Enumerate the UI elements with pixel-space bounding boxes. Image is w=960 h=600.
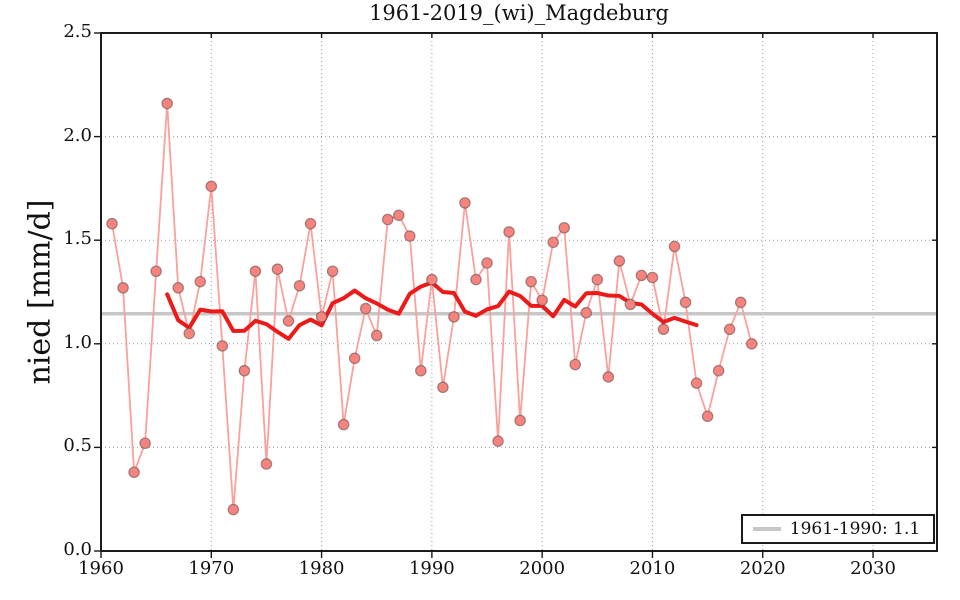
- data-point: [150, 265, 162, 278]
- data-point: [249, 265, 262, 278]
- x-tick-label: 2030: [850, 558, 896, 579]
- x-tick-label: 1960: [78, 558, 124, 579]
- data-point: [503, 226, 515, 238]
- x-tick-label: 2020: [739, 558, 786, 579]
- data-point: [525, 275, 537, 288]
- data-point: [183, 327, 196, 340]
- x-tick-label: 1980: [298, 558, 345, 579]
- data-point: [205, 180, 218, 193]
- data-point: [404, 230, 416, 242]
- data-point: [624, 298, 637, 311]
- data-point: [304, 217, 317, 230]
- data-point: [348, 352, 361, 365]
- data-point: [227, 503, 240, 516]
- data-point: [459, 197, 471, 209]
- data-point: [690, 377, 703, 389]
- data-point: [282, 315, 295, 327]
- data-point: [326, 265, 339, 278]
- data-point: [216, 340, 229, 352]
- data-point: [139, 437, 151, 450]
- data-point: [359, 302, 372, 315]
- data-point: [712, 364, 725, 377]
- data-point: [745, 337, 758, 350]
- x-tick-label: 1990: [408, 558, 455, 579]
- data-point: [481, 257, 493, 269]
- data-point: [668, 240, 681, 253]
- data-point: [679, 296, 692, 309]
- y-axis-label: nied [mm/d]: [22, 199, 58, 385]
- data-point: [128, 466, 140, 479]
- y-tick-label: 1.5: [63, 228, 92, 250]
- legend: 1961-1990: 1.1: [741, 514, 935, 544]
- legend-line-swatch: [753, 527, 781, 531]
- data-point: [238, 364, 251, 377]
- data-point: [161, 97, 173, 110]
- data-point: [492, 435, 504, 447]
- data-point: [657, 323, 670, 336]
- data-point: [415, 364, 427, 377]
- data-point: [470, 273, 482, 286]
- data-point: [547, 236, 559, 249]
- data-point: [580, 306, 593, 319]
- data-point: [734, 296, 747, 309]
- data-point: [591, 273, 604, 286]
- y-tick-label: 2.5: [63, 21, 92, 42]
- y-tick-label: 2.0: [63, 124, 92, 146]
- data-point: [646, 271, 659, 284]
- data-point: [381, 213, 394, 226]
- data-point: [426, 273, 438, 286]
- data-point: [569, 358, 582, 371]
- y-tick-label: 1.0: [63, 331, 92, 353]
- data-point: [194, 275, 207, 288]
- data-point: [701, 410, 714, 423]
- legend-label: 1961-1990: 1.1: [789, 519, 921, 539]
- data-point: [437, 381, 449, 394]
- data-point: [271, 263, 284, 276]
- data-point: [514, 414, 526, 427]
- data-point: [558, 221, 571, 234]
- plot-spines: [100, 32, 938, 552]
- y-tick-label: 0.0: [63, 539, 92, 560]
- data-point: [315, 311, 328, 323]
- x-tick-label: 2000: [519, 558, 566, 579]
- data-point: [392, 209, 405, 222]
- data-point: [448, 311, 460, 323]
- data-point: [613, 255, 626, 267]
- data-point: [602, 371, 615, 383]
- y-tick-label: 0.5: [63, 435, 92, 457]
- data-point: [106, 217, 118, 230]
- chart-title: 1961-2019_(wi)_Magdeburg: [369, 1, 669, 25]
- data-point: [117, 282, 129, 294]
- data-point: [635, 269, 648, 282]
- annual-line: [111, 102, 753, 511]
- data-point: [536, 294, 548, 307]
- data-point: [260, 458, 273, 470]
- data-point: [370, 329, 383, 342]
- x-tick-label: 2010: [629, 558, 676, 579]
- data-point: [337, 418, 350, 431]
- data-point: [172, 282, 185, 294]
- data-point: [293, 279, 306, 292]
- x-tick-label: 1970: [188, 558, 235, 579]
- data-point: [723, 323, 736, 336]
